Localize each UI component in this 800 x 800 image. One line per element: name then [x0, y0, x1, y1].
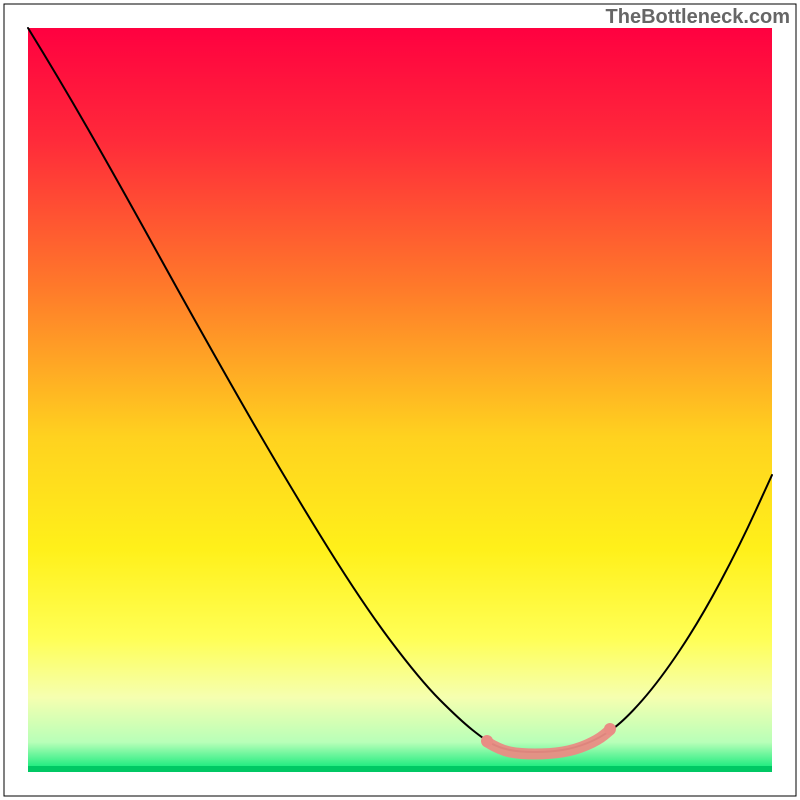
highlight-dot-1 — [604, 723, 616, 735]
bottom-strip — [28, 766, 772, 772]
highlight-dot-0 — [481, 735, 493, 747]
chart-container: TheBottleneck.com — [0, 0, 800, 800]
plot-background — [28, 28, 772, 772]
watermark-text: TheBottleneck.com — [606, 6, 790, 29]
chart-svg — [0, 0, 800, 800]
